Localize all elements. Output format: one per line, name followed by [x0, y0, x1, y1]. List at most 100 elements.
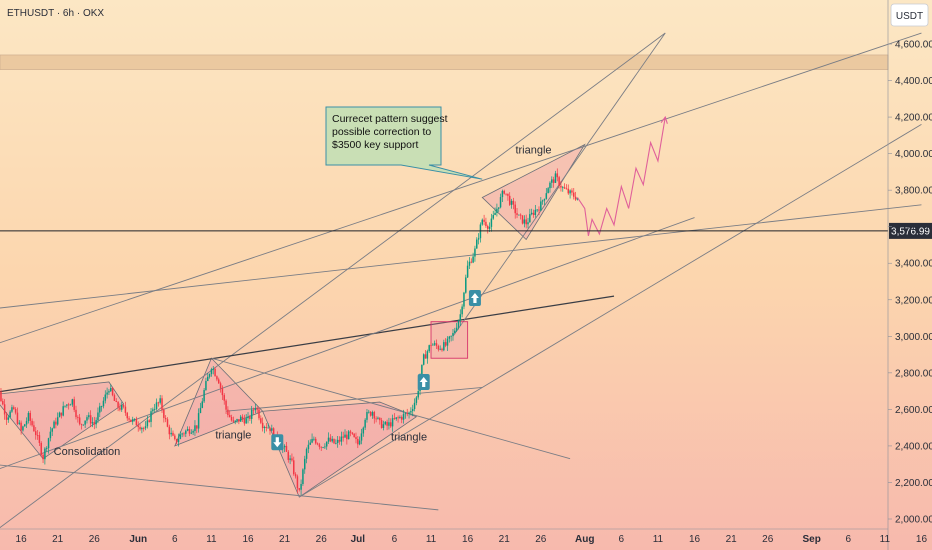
pattern-shape-3	[481, 143, 586, 241]
candle-body-66	[111, 387, 114, 396]
candle-body-178	[316, 443, 319, 445]
candle-body-262	[470, 261, 473, 263]
candle-body-22	[31, 420, 33, 426]
candle-body-223	[399, 417, 401, 418]
candle-body-187	[333, 438, 335, 444]
candle-body-49	[80, 424, 83, 425]
candle-body-228	[408, 412, 410, 414]
candle-body-302	[543, 198, 546, 201]
candle-body-47	[77, 417, 79, 418]
candle-body-289	[519, 214, 522, 216]
candle-body-105	[183, 433, 185, 435]
arrow-glyph-1	[419, 376, 428, 387]
candle-body-99	[172, 432, 174, 436]
candle-body-241	[432, 344, 434, 346]
candle-body-248	[444, 342, 447, 346]
candle-body-113	[197, 413, 200, 429]
candle-body-177	[314, 438, 317, 444]
candle-body-26	[38, 435, 41, 443]
candle-body-109	[190, 432, 193, 434]
candle-body-90	[155, 402, 158, 409]
candle-body-279	[501, 190, 504, 198]
arrow-glyph-0	[273, 437, 282, 448]
candle-body-74	[126, 412, 128, 419]
arrow-up-icon-2	[468, 289, 481, 306]
candle-body-198	[353, 433, 355, 438]
candle-body-104	[181, 433, 183, 435]
candle-body-263	[472, 256, 474, 263]
candle-body-270	[485, 221, 487, 227]
candle-body-272	[488, 226, 491, 229]
candle-body-257	[461, 306, 463, 315]
candle-body-7	[3, 404, 6, 415]
candle-body-19	[25, 421, 28, 425]
candle-body-171	[304, 458, 306, 470]
candle-body-264	[474, 248, 476, 257]
candle-body-78	[133, 418, 136, 420]
candle-body-269	[483, 219, 485, 222]
candle-body-231	[413, 402, 416, 410]
candle-body-51	[84, 420, 86, 425]
candle-body-183	[325, 441, 328, 447]
x-tick-label-19: 21	[726, 534, 738, 545]
candle-body-28	[42, 454, 44, 460]
candle-body-116	[203, 390, 205, 402]
y-tick-label-5: 3,000.00	[895, 332, 932, 343]
candle-body-73	[124, 406, 127, 413]
candle-body-309	[556, 173, 559, 178]
x-tick-label-15: Aug	[575, 534, 594, 545]
candle-body-144	[254, 408, 257, 411]
currency-badge[interactable]: USDT	[890, 3, 929, 27]
candle-body-30	[45, 448, 48, 449]
candle-body-83	[142, 428, 145, 429]
candle-body-64	[108, 391, 110, 393]
candle-body-97	[168, 426, 171, 435]
candle-body-76	[130, 419, 132, 422]
annotation-callout	[325, 106, 483, 180]
candle-body-81	[139, 427, 141, 430]
candle-body-245	[439, 348, 441, 350]
candle-body-52	[86, 417, 88, 421]
candle-body-45	[73, 399, 75, 410]
candle-body-225	[402, 414, 405, 420]
x-tick-label-18: 16	[689, 534, 701, 545]
candle-body-290	[521, 215, 524, 224]
candle-body-280	[503, 190, 505, 194]
x-tick-label-17: 11	[653, 534, 664, 545]
candle-body-87	[150, 411, 152, 422]
x-tick-label-22: 6	[845, 534, 851, 545]
pattern-shape-0	[0, 381, 125, 460]
candle-body-281	[505, 193, 507, 195]
candle-body-75	[128, 418, 130, 420]
candle-body-276	[496, 208, 498, 213]
pattern-label-3: triangle	[515, 145, 551, 157]
candle-body-120	[210, 369, 213, 375]
candle-body-214	[382, 424, 385, 429]
candle-body-151	[267, 427, 269, 429]
candle-body-316	[569, 190, 571, 194]
candle-body-63	[106, 392, 108, 395]
candle-body-166	[294, 474, 297, 477]
trend-line-7	[211, 357, 571, 460]
resistance-zone	[0, 54, 889, 70]
candle-body-165	[293, 460, 295, 475]
candle-body-43	[69, 404, 72, 406]
annotation-line-1: possible correction to	[332, 126, 431, 138]
candle-body-60	[100, 406, 103, 408]
candle-body-230	[411, 409, 414, 412]
candle-body-9	[7, 417, 10, 420]
candle-body-163	[289, 458, 291, 460]
y-tick-label-3: 2,600.00	[895, 405, 932, 416]
arrow-up-icon-1	[417, 373, 430, 390]
candle-body-288	[518, 214, 520, 216]
candle-body-34	[53, 421, 55, 429]
candle-body-249	[446, 338, 449, 346]
candle-body-206	[368, 411, 370, 413]
y-tick-label-12: 4,400.00	[895, 76, 932, 87]
pattern-shape-1	[174, 357, 264, 447]
candle-body-253	[454, 330, 456, 334]
candle-body-150	[265, 426, 268, 428]
y-tick-label-1: 2,200.00	[895, 478, 932, 489]
y-tick-label-11: 4,200.00	[895, 113, 932, 124]
